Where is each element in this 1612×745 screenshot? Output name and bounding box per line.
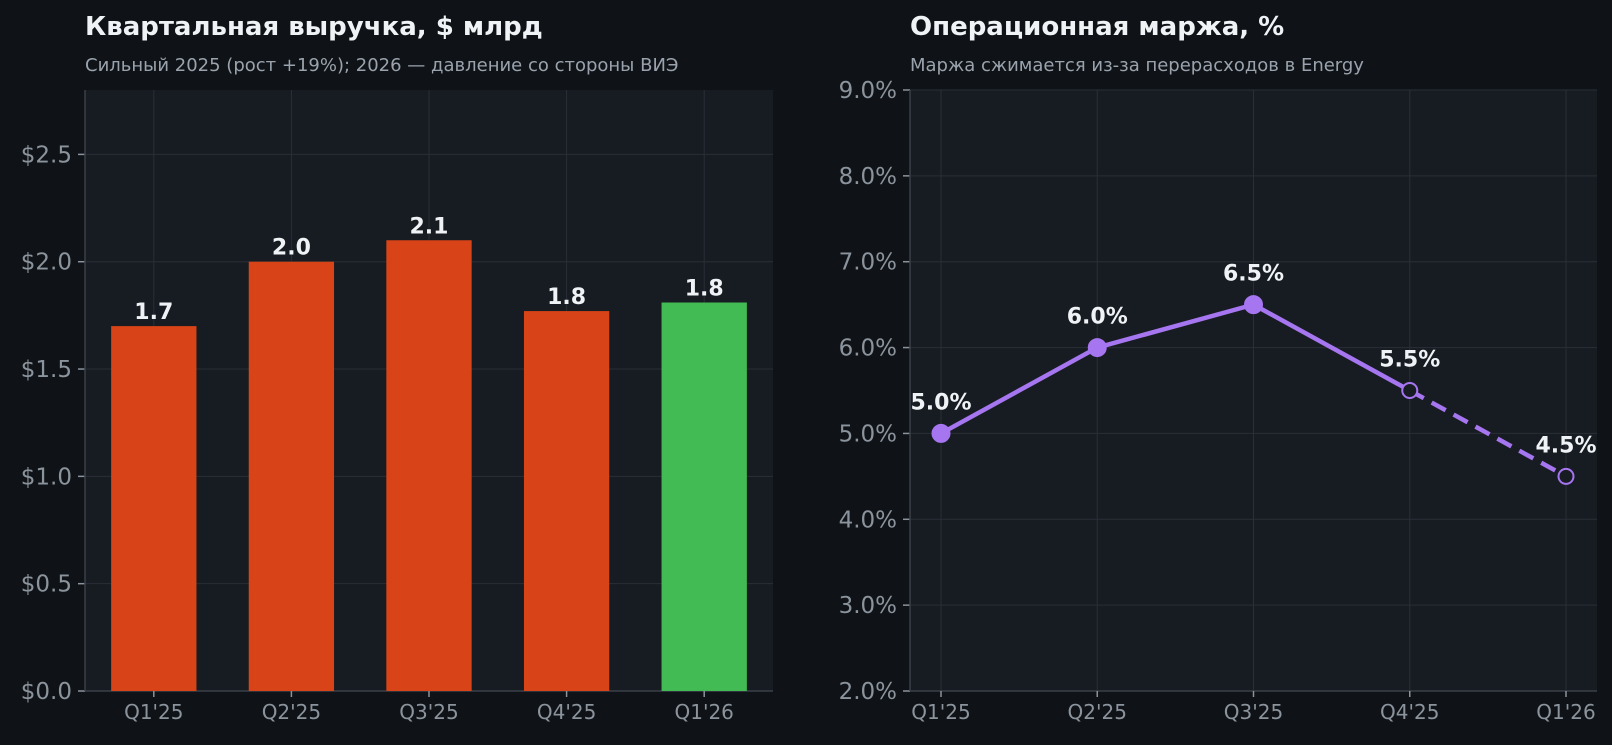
- revenue-bar: [111, 326, 197, 691]
- x-tick-label: Q4'25: [1380, 700, 1439, 724]
- margin-line-plot: 2.0% 3.0% 4.0% 5.0% 6.0% 7.0% 8.0% 9.0% 5.0% Q1'2…: [839, 78, 1597, 724]
- revenue-chart-subtitle: Сильный 2025 (рост +19%); 2026 — давлени…: [85, 55, 679, 76]
- y-tick-label: 8.0%: [839, 164, 897, 190]
- x-tick-label: Q1'26: [674, 700, 733, 724]
- margin-point-marker: [1087, 338, 1107, 358]
- y-tick-label: $0.5: [21, 572, 72, 598]
- revenue-chart-title: Квартальная выручка, $ млрд: [85, 12, 543, 42]
- x-tick-label: Q1'25: [124, 700, 183, 724]
- x-tick-label: Q1'26: [1536, 700, 1595, 724]
- x-tick-label: Q3'25: [1224, 700, 1283, 724]
- y-tick-label: 9.0%: [839, 78, 897, 104]
- y-tick-label: 4.0%: [839, 507, 897, 533]
- y-tick-label: 5.0%: [839, 421, 897, 447]
- point-value-label: 6.5%: [1223, 262, 1284, 287]
- bar-value-label: 2.0: [272, 236, 311, 261]
- bar-value-label: 1.8: [547, 285, 586, 310]
- x-tick-label: Q2'25: [1068, 700, 1127, 724]
- margin-point-marker: [1244, 295, 1263, 315]
- y-tick-label: $0.0: [21, 679, 72, 705]
- point-value-label: 5.5%: [1379, 348, 1440, 373]
- margin-point-marker: [1401, 382, 1419, 399]
- point-value-label: 5.0%: [910, 390, 971, 415]
- revenue-bar: [386, 240, 472, 691]
- margin-point-marker: [1557, 467, 1575, 485]
- margin-actual-line: [938, 302, 1412, 436]
- y-tick-label: $1.0: [21, 464, 72, 490]
- y-tick-label: $1.5: [21, 357, 72, 383]
- y-tick-label: $2.0: [21, 250, 72, 276]
- x-tick-label: Q3'25: [399, 700, 458, 724]
- bar-value-label: 1.8: [685, 276, 724, 301]
- revenue-bar: [661, 302, 747, 691]
- revenue-bar: [523, 311, 610, 691]
- y-tick-label: 3.0%: [839, 593, 897, 619]
- x-tick-label: Q1'25: [911, 700, 970, 724]
- y-tick-label: $2.5: [21, 142, 72, 168]
- y-tick-label: 7.0%: [839, 250, 897, 276]
- margin-chart: Операционная маржа, % Маржа сжимается из…: [839, 12, 1597, 724]
- revenue-bar: [248, 261, 335, 691]
- revenue-bar-plot: $0.0 $0.5 $1.0 $1.5 $2.0 $2.5 1.7 Q1'25 2.0 Q2'25…: [21, 90, 773, 724]
- revenue-chart: Квартальная выручка, $ млрд Сильный 2025…: [21, 12, 773, 724]
- x-tick-label: Q4'25: [537, 700, 596, 724]
- margin-chart-title: Операционная маржа, %: [910, 12, 1284, 42]
- bar-value-label: 1.7: [134, 300, 173, 325]
- margin-forecast-line: [1408, 388, 1568, 479]
- y-tick-label: 6.0%: [839, 336, 897, 362]
- point-value-label: 4.5%: [1535, 433, 1596, 458]
- margin-point-marker: [931, 423, 951, 443]
- margin-chart-subtitle: Маржа сжимается из-за перерасходов в Ene…: [910, 55, 1364, 76]
- bar-value-label: 2.1: [410, 214, 449, 239]
- point-value-label: 6.0%: [1067, 305, 1128, 330]
- y-tick-label: 2.0%: [839, 679, 897, 705]
- x-tick-label: Q2'25: [262, 700, 321, 724]
